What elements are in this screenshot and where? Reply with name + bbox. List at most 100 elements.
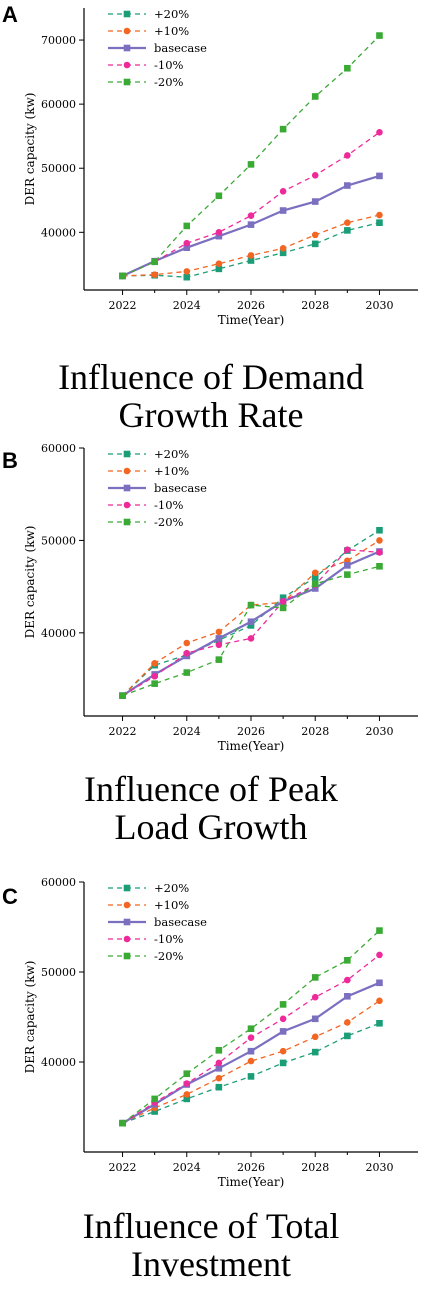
legend-label: +10% xyxy=(154,464,189,478)
chart-title: Influence of Peak Load Growth xyxy=(0,770,422,846)
y-tick-label: 60000 xyxy=(41,876,76,889)
data-point xyxy=(151,660,158,667)
x-tick-label: 2024 xyxy=(173,299,201,312)
chart-demand-growth: 40000 50000 60000 70000 2022 2024 2026 2028 2030… xyxy=(23,7,418,327)
data-point xyxy=(311,198,319,205)
data-point xyxy=(311,585,319,592)
series-line xyxy=(122,131,380,277)
data-point xyxy=(183,1091,191,1098)
data-point xyxy=(279,594,287,602)
data-point xyxy=(376,927,383,934)
data-point xyxy=(119,1119,126,1127)
panel-a: A 40000 50000 60000 70000 2022 2024 2026 2028 20… xyxy=(0,0,422,434)
data-point xyxy=(215,1083,223,1091)
legend-marker xyxy=(123,27,131,35)
data-point xyxy=(344,571,351,578)
x-tick-label: 2024 xyxy=(173,1161,201,1174)
legend-marker xyxy=(123,501,131,509)
legend-marker xyxy=(123,484,131,492)
data-point xyxy=(247,635,255,642)
legend-label: +20% xyxy=(154,881,189,895)
data-point xyxy=(279,1015,287,1023)
data-point xyxy=(376,997,383,1005)
data-point xyxy=(279,1028,287,1035)
data-point xyxy=(247,252,255,259)
data-point xyxy=(151,258,158,266)
series-3 xyxy=(119,979,383,1127)
data-point xyxy=(151,680,158,687)
y-axis-label: DER capacity (kw) xyxy=(23,526,37,639)
data-point xyxy=(215,192,223,200)
data-point xyxy=(215,260,223,268)
series-5 xyxy=(119,562,383,699)
x-axis-label: Time(Year) xyxy=(218,1175,285,1189)
data-point xyxy=(376,537,383,544)
data-point xyxy=(215,1059,223,1067)
x-tick-label: 2022 xyxy=(109,1161,137,1174)
data-point xyxy=(151,1095,158,1103)
legend-marker xyxy=(123,61,131,69)
data-point xyxy=(311,93,319,100)
x-tick-label: 2022 xyxy=(109,725,137,738)
x-tick-label: 2024 xyxy=(173,725,201,738)
series-1 xyxy=(119,1020,383,1127)
legend-label: basecase xyxy=(154,481,207,495)
legend-label: -10% xyxy=(154,932,184,946)
x-axis-label: Time(Year) xyxy=(218,739,285,753)
series-line xyxy=(122,1000,380,1124)
data-point xyxy=(376,549,383,556)
data-point xyxy=(247,161,255,168)
data-point xyxy=(151,672,158,680)
data-point xyxy=(215,1065,223,1072)
data-point xyxy=(215,229,223,236)
y-axis-label: DER capacity (kw) xyxy=(23,961,37,1074)
data-point xyxy=(344,1032,351,1040)
data-point xyxy=(279,1059,287,1067)
legend-label: +20% xyxy=(154,7,189,21)
panel-label: B xyxy=(2,448,18,473)
legend-label: -20% xyxy=(154,949,184,963)
legend-label: +20% xyxy=(154,447,189,461)
data-point xyxy=(279,598,287,605)
x-tick-label: 2028 xyxy=(301,1161,329,1174)
data-point xyxy=(247,257,255,264)
legend-label: -10% xyxy=(154,498,184,512)
data-point xyxy=(311,1033,319,1041)
legend-label: +10% xyxy=(154,24,189,38)
data-point xyxy=(247,1034,255,1041)
data-point xyxy=(247,1057,255,1065)
data-point xyxy=(151,271,158,278)
data-point xyxy=(376,526,383,534)
y-tick-label: 40000 xyxy=(41,1056,76,1069)
legend-label: basecase xyxy=(154,915,207,929)
data-point xyxy=(311,574,319,581)
data-point xyxy=(311,580,319,588)
legend-label: -20% xyxy=(154,75,184,89)
series-line xyxy=(122,539,380,697)
data-point xyxy=(215,265,223,273)
data-point xyxy=(344,957,351,964)
data-point xyxy=(279,125,287,133)
data-point xyxy=(344,182,351,189)
chart-title-line-1: Influence of Peak xyxy=(84,769,338,809)
chart-title: Influence of Demand Growth Rate xyxy=(0,358,422,434)
data-point xyxy=(215,628,223,636)
data-point xyxy=(151,1108,158,1115)
x-tick-label: 2026 xyxy=(237,299,265,312)
y-tick-label: 60000 xyxy=(41,442,76,455)
chart-title-line-2: Load Growth xyxy=(114,807,308,847)
legend: +20% +10% basecase -10% -20% xyxy=(108,447,207,529)
data-point xyxy=(344,227,351,234)
data-point xyxy=(247,221,255,228)
legend: +20% +10% basecase -10% -20% xyxy=(108,7,207,89)
y-tick-label: 50000 xyxy=(41,966,76,979)
data-point xyxy=(183,239,191,247)
series-2 xyxy=(119,997,383,1127)
series-5 xyxy=(119,32,383,280)
data-point xyxy=(215,641,223,649)
data-point xyxy=(279,207,287,214)
x-tick-label: 2026 xyxy=(237,725,265,738)
series-2 xyxy=(119,211,383,280)
panel-label: A xyxy=(2,2,18,27)
data-point xyxy=(311,231,319,239)
